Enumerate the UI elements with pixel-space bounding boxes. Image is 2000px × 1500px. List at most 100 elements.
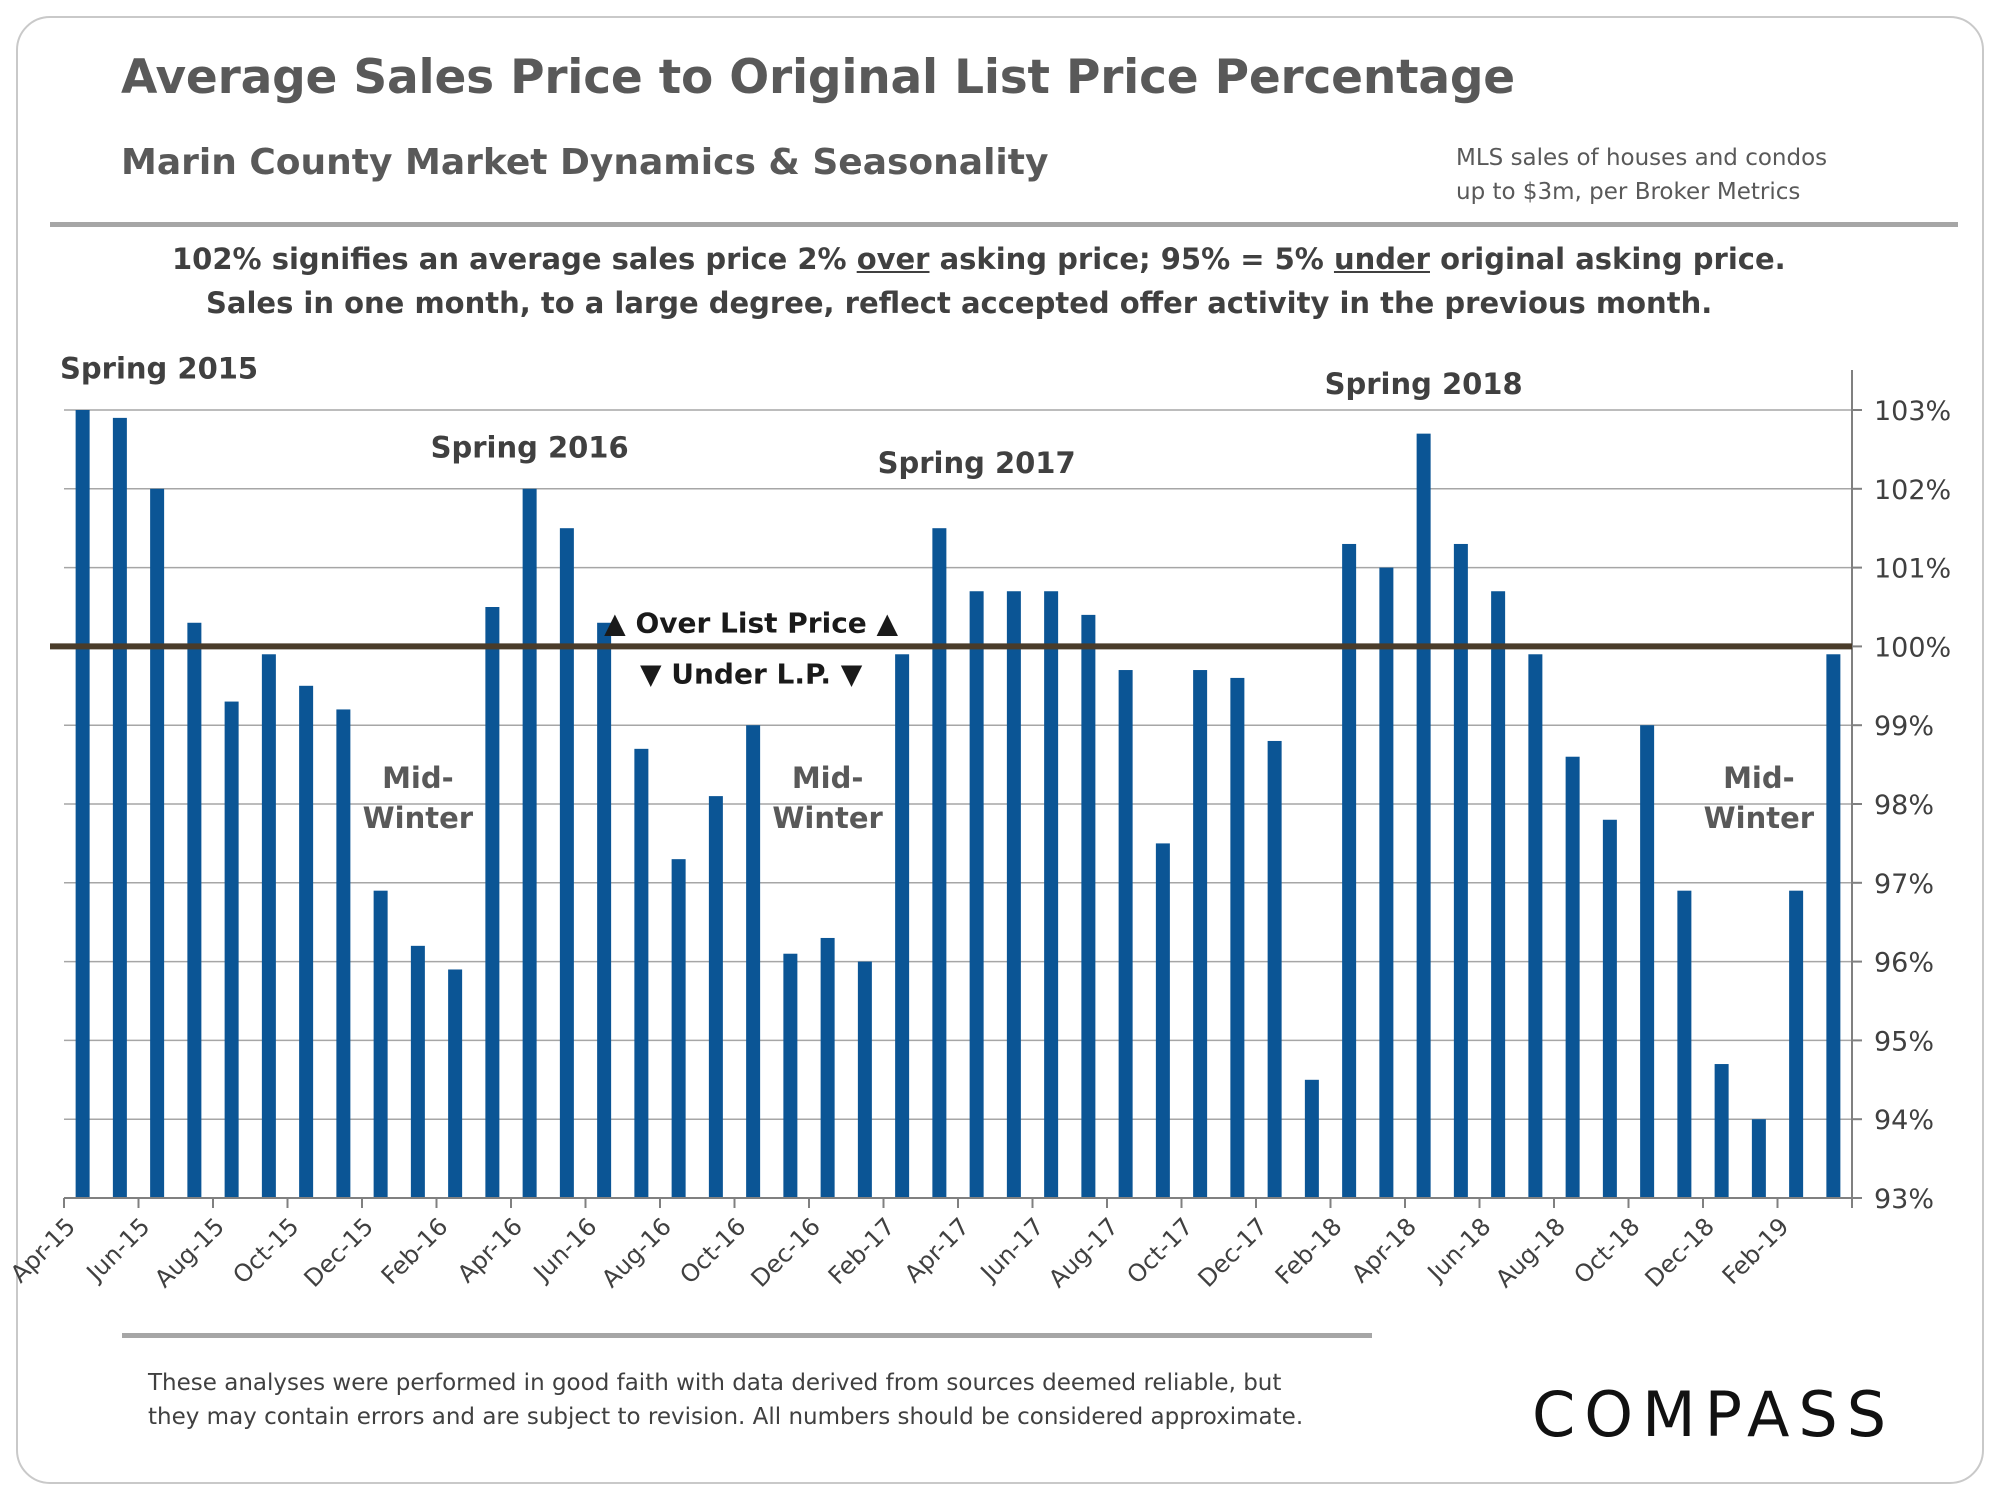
bar-Jun-16	[597, 622, 612, 1198]
x-tick-label: Jun-16	[527, 1212, 602, 1287]
explanation-over: over	[856, 242, 930, 276]
disclaimer-line-2: they may contain errors and are subject …	[148, 1404, 1304, 1430]
y-tick-label: 94%	[1874, 1105, 1934, 1136]
bar-Nov-17	[1230, 677, 1245, 1198]
x-tick-label: Oct-15	[228, 1212, 305, 1289]
bar-Oct-17	[1193, 670, 1208, 1198]
x-tick-label: Dec-17	[1193, 1212, 1273, 1292]
y-tick-label: 101%	[1874, 554, 1951, 585]
x-tick-label: Dec-15	[299, 1212, 379, 1292]
bar-Sep-18	[1602, 819, 1617, 1198]
annotation-mid-winter: Winter	[1704, 801, 1815, 835]
bar-Mar-19	[1826, 654, 1841, 1198]
chart-subtitle: Marin County Market Dynamics & Seasonali…	[121, 142, 1049, 183]
disclaimer-line-1: These analyses were performed in good fa…	[148, 1370, 1282, 1396]
bar-Apr-16	[522, 488, 537, 1198]
x-tick-label: Apr-15	[5, 1212, 81, 1288]
bar-May-17	[1006, 591, 1021, 1198]
annotation-mid-winter: Mid-	[792, 761, 864, 795]
over-list-price-label: ▲ Over List Price ▲	[604, 606, 898, 639]
x-tick-label: Aug-17	[1043, 1212, 1124, 1293]
x-tick-label: Aug-16	[596, 1212, 677, 1293]
source-note: MLS sales of houses and condos up to $3m…	[1456, 141, 1827, 209]
header-divider	[50, 222, 1958, 227]
y-tick-label: 103%	[1874, 396, 1951, 427]
bar-Jun-18	[1491, 591, 1506, 1198]
bar-Aug-16	[671, 859, 686, 1198]
x-tick-label: Dec-18	[1640, 1212, 1720, 1292]
bar-Mar-18	[1379, 567, 1394, 1198]
x-tick-label: Aug-15	[149, 1212, 230, 1293]
annotation-spring: Spring 2015	[60, 351, 258, 385]
bar-Jan-18	[1304, 1079, 1319, 1198]
bar-Sep-16	[708, 796, 723, 1198]
bar-May-16	[559, 528, 574, 1198]
bar-Nov-16	[783, 953, 798, 1198]
bar-Jul-16	[634, 748, 649, 1198]
x-tick-label: Oct-16	[675, 1212, 752, 1289]
footer-divider	[122, 1333, 1372, 1338]
x-tick-label: Apr-17	[899, 1212, 975, 1288]
bar-Jan-16	[410, 945, 425, 1198]
annotation-spring: Spring 2017	[878, 446, 1076, 480]
bar-Apr-18	[1416, 433, 1431, 1198]
y-tick-label: 99%	[1874, 711, 1934, 742]
bar-Jun-17	[1044, 591, 1059, 1198]
bar-Sep-17	[1155, 843, 1170, 1198]
explanation-text: original asking price.	[1429, 242, 1786, 276]
x-tick-label: Feb-16	[376, 1212, 454, 1290]
bar-Aug-17	[1118, 670, 1133, 1198]
x-tick-label: Jun-18	[1421, 1212, 1496, 1287]
bar-Mar-16	[485, 607, 500, 1198]
x-tick-label: Apr-16	[452, 1212, 528, 1288]
y-tick-label: 96%	[1874, 948, 1934, 979]
bar-Dec-15	[373, 890, 388, 1198]
y-tick-label: 100%	[1874, 632, 1951, 663]
x-tick-label: Feb-18	[1270, 1212, 1348, 1290]
bar-Aug-18	[1565, 756, 1580, 1198]
bar-Oct-15	[299, 685, 314, 1198]
bar-Jul-15	[187, 622, 202, 1198]
x-tick-label: Feb-19	[1717, 1212, 1795, 1290]
bar-May-18	[1453, 543, 1468, 1198]
x-tick-label: Aug-18	[1490, 1212, 1571, 1293]
annotation-mid-winter: Mid-	[1723, 761, 1795, 795]
bar-Jan-19	[1751, 1119, 1766, 1198]
bar-Mar-17	[932, 528, 947, 1198]
bar-Jul-18	[1528, 654, 1543, 1198]
y-tick-label: 102%	[1874, 475, 1951, 506]
bar-Aug-15	[224, 701, 239, 1198]
x-tick-label: Oct-18	[1569, 1212, 1646, 1289]
x-tick-label: Jun-17	[974, 1212, 1049, 1287]
bar-Oct-16	[746, 725, 761, 1198]
explanation-line-2: Sales in one month, to a large degree, r…	[206, 286, 1713, 320]
annotation-spring: Spring 2018	[1325, 367, 1523, 401]
bar-Dec-16	[820, 937, 835, 1198]
bar-Feb-16	[448, 969, 463, 1198]
y-tick-label: 98%	[1874, 790, 1934, 821]
annotation-spring: Spring 2016	[431, 430, 629, 464]
y-tick-label: 93%	[1874, 1184, 1934, 1215]
source-line-1: MLS sales of houses and condos	[1456, 145, 1828, 171]
annotation-mid-winter: Mid-	[382, 761, 454, 795]
bar-Jan-17	[857, 961, 872, 1198]
compass-logo: COMPASS	[1532, 1378, 1896, 1451]
bar-Dec-18	[1714, 1064, 1729, 1198]
bar-Apr-17	[969, 591, 984, 1198]
bar-Jun-15	[150, 488, 165, 1198]
explanation-text: 102% signifies an average sales price 2%	[172, 242, 857, 276]
bar-Jul-17	[1081, 614, 1096, 1198]
bar-Nov-18	[1677, 890, 1692, 1198]
x-tick-label: Oct-17	[1122, 1212, 1199, 1289]
explanation-text: asking price; 95% = 5%	[929, 242, 1334, 276]
x-tick-label: Jun-15	[80, 1212, 155, 1287]
source-line-2: up to $3m, per Broker Metrics	[1456, 179, 1801, 205]
bar-Apr-15	[75, 410, 90, 1198]
annotation-mid-winter: Winter	[363, 801, 474, 835]
y-tick-label: 97%	[1874, 869, 1934, 900]
x-tick-label: Apr-18	[1346, 1212, 1422, 1288]
bar-Oct-18	[1640, 725, 1655, 1198]
bar-Dec-17	[1267, 740, 1282, 1198]
bar-Feb-18	[1342, 543, 1357, 1198]
